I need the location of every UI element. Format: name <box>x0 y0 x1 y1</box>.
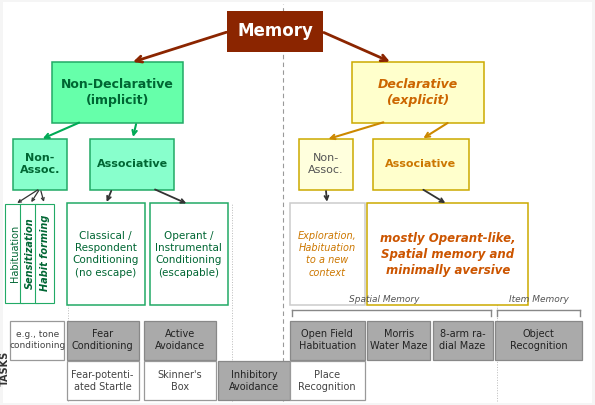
Text: Operant /
Instrumental
Conditioning
(escapable): Operant / Instrumental Conditioning (esc… <box>155 230 223 278</box>
FancyBboxPatch shape <box>290 321 365 360</box>
FancyBboxPatch shape <box>367 203 528 305</box>
Text: Non-
Assoc.: Non- Assoc. <box>308 153 343 175</box>
Text: Associative: Associative <box>386 159 456 169</box>
FancyBboxPatch shape <box>367 321 430 360</box>
Text: Item Memory: Item Memory <box>509 295 568 304</box>
Text: Active
Avoidance: Active Avoidance <box>155 329 205 352</box>
Text: Fear-potenti-
ated Startle: Fear-potenti- ated Startle <box>71 369 134 392</box>
FancyBboxPatch shape <box>352 62 484 123</box>
FancyBboxPatch shape <box>67 321 139 360</box>
Text: Exploration,
Habituation
to a new
context: Exploration, Habituation to a new contex… <box>298 230 356 278</box>
FancyBboxPatch shape <box>52 62 183 123</box>
Text: Declarative
(explicit): Declarative (explicit) <box>378 78 458 107</box>
Text: Spatial Memory: Spatial Memory <box>349 295 419 304</box>
Text: Open Field
Habituation: Open Field Habituation <box>299 329 356 352</box>
FancyBboxPatch shape <box>150 203 228 305</box>
FancyBboxPatch shape <box>218 361 290 400</box>
Text: Sensitization: Sensitization <box>25 217 35 289</box>
Text: e.g., tone
conditioning: e.g., tone conditioning <box>9 330 65 350</box>
FancyBboxPatch shape <box>433 321 493 360</box>
FancyBboxPatch shape <box>144 361 216 400</box>
Text: Place
Recognition: Place Recognition <box>299 369 356 392</box>
Text: Fear
Conditioning: Fear Conditioning <box>72 329 133 352</box>
FancyBboxPatch shape <box>299 139 353 190</box>
FancyBboxPatch shape <box>3 2 592 403</box>
FancyBboxPatch shape <box>20 204 39 303</box>
Text: Associative: Associative <box>97 159 168 169</box>
Text: Non-Declarative
(implicit): Non-Declarative (implicit) <box>61 78 174 107</box>
Text: Morris
Water Maze: Morris Water Maze <box>370 329 427 352</box>
Text: mostly Operant-like,
Spatial memory and
minimally aversive: mostly Operant-like, Spatial memory and … <box>380 232 515 277</box>
FancyBboxPatch shape <box>35 204 54 303</box>
FancyBboxPatch shape <box>227 11 323 52</box>
FancyBboxPatch shape <box>290 203 365 305</box>
Text: Inhibitory
Avoidance: Inhibitory Avoidance <box>229 369 280 392</box>
FancyBboxPatch shape <box>495 321 582 360</box>
FancyBboxPatch shape <box>67 361 139 400</box>
FancyBboxPatch shape <box>373 139 469 190</box>
FancyBboxPatch shape <box>10 321 64 360</box>
Text: TASKS: TASKS <box>0 351 10 386</box>
Text: Non-
Assoc.: Non- Assoc. <box>20 153 60 175</box>
Text: Habituation: Habituation <box>10 224 20 282</box>
Text: Skinner's
Box: Skinner's Box <box>158 369 202 392</box>
FancyBboxPatch shape <box>90 139 174 190</box>
Text: Habit forming: Habit forming <box>40 215 49 291</box>
Text: Object
Recognition: Object Recognition <box>510 329 567 352</box>
FancyBboxPatch shape <box>13 139 67 190</box>
FancyBboxPatch shape <box>67 203 145 305</box>
Text: Classical /
Respondent
Conditioning
(no escape): Classical / Respondent Conditioning (no … <box>73 230 139 278</box>
FancyBboxPatch shape <box>5 204 24 303</box>
Text: 8-arm ra-
dial Maze: 8-arm ra- dial Maze <box>440 329 486 352</box>
FancyBboxPatch shape <box>290 361 365 400</box>
Text: Memory: Memory <box>237 22 313 40</box>
FancyBboxPatch shape <box>144 321 216 360</box>
